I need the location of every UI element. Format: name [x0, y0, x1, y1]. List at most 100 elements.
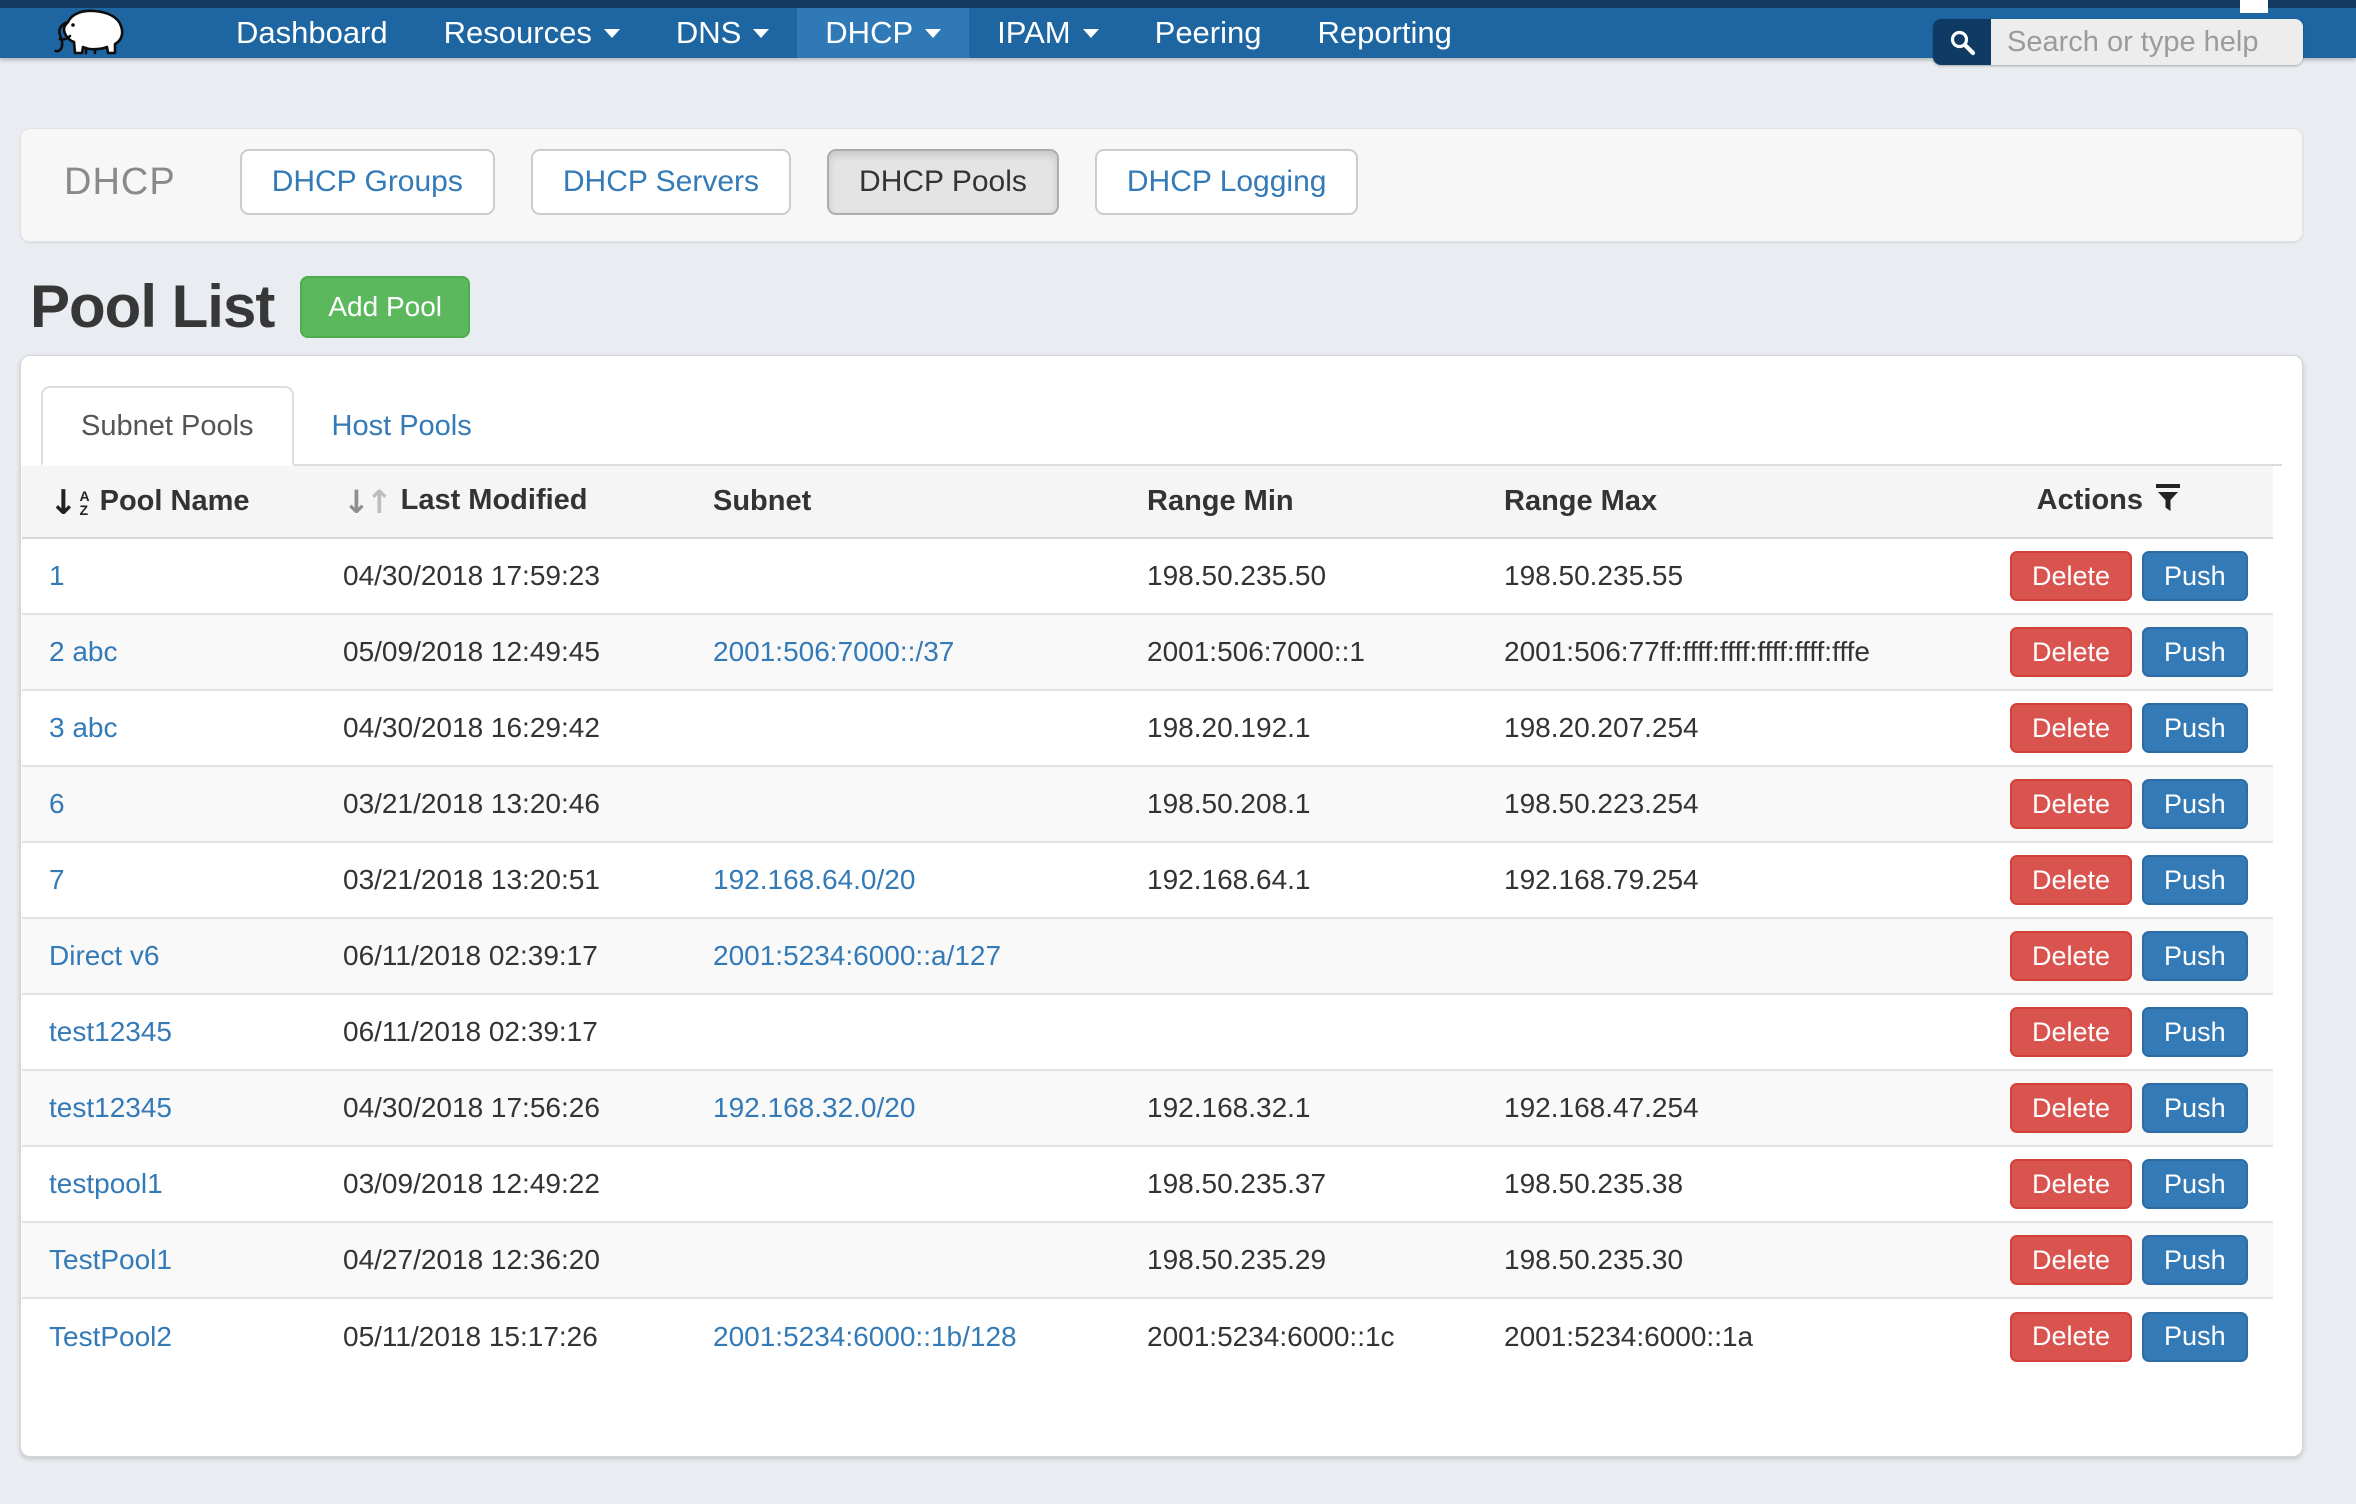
app-logo[interactable] [52, 8, 128, 58]
last-modified-cell: 05/11/2018 15:17:26 [343, 1298, 713, 1374]
dhcp-servers-button[interactable]: DHCP Servers [531, 149, 791, 215]
column-label: Actions [2037, 484, 2143, 516]
pool-name-link[interactable]: test12345 [49, 1016, 172, 1047]
subnet-cell [713, 538, 1147, 614]
table-header-row: ↓AZPool Name↓↑Last ModifiedSubnet Range M… [22, 466, 2273, 538]
actions-cell: DeletePush [2000, 994, 2273, 1070]
push-button[interactable]: Push [2142, 1159, 2248, 1209]
subnet-cell: 2001:5234:6000::a/127 [713, 918, 1147, 994]
dhcp-groups-button[interactable]: DHCP Groups [240, 149, 495, 215]
nav-item-peering[interactable]: Peering [1127, 8, 1290, 58]
chevron-down-icon [1083, 29, 1099, 38]
delete-button[interactable]: Delete [2010, 1235, 2132, 1285]
pool-table-body: 104/30/2018 17:59:23198.50.235.50198.50.… [22, 538, 2273, 1374]
pool-name-link[interactable]: Direct v6 [49, 940, 159, 971]
range-min-cell: 2001:5234:6000::1c [1147, 1298, 1504, 1374]
pool-name-link[interactable]: 6 [49, 788, 65, 819]
last-modified-cell: 06/11/2018 02:39:17 [343, 994, 713, 1070]
actions-cell: DeletePush [2000, 766, 2273, 842]
table-row: test1234504/30/2018 17:56:26192.168.32.0… [22, 1070, 2273, 1146]
dhcp-pools-button[interactable]: DHCP Pools [827, 149, 1059, 215]
subnet-cell: 2001:5234:6000::1b/128 [713, 1298, 1147, 1374]
delete-button[interactable]: Delete [2010, 627, 2132, 677]
pool-name-link[interactable]: 3 abc [49, 712, 118, 743]
delete-button[interactable]: Delete [2010, 1083, 2132, 1133]
subnet-link[interactable]: 192.168.64.0/20 [713, 864, 915, 895]
subnet-cell [713, 766, 1147, 842]
range-max-cell: 192.168.47.254 [1504, 1070, 2000, 1146]
pool-name-cell: 3 abc [22, 690, 343, 766]
subnet-cell: 192.168.64.0/20 [713, 842, 1147, 918]
push-button[interactable]: Push [2142, 627, 2248, 677]
pool-name-link[interactable]: 2 abc [49, 636, 118, 667]
search-input[interactable] [1991, 19, 2303, 65]
delete-button[interactable]: Delete [2010, 703, 2132, 753]
delete-button[interactable]: Delete [2010, 779, 2132, 829]
range-min-cell: 2001:506:7000::1 [1147, 614, 1504, 690]
range-min-cell: 198.20.192.1 [1147, 690, 1504, 766]
pool-name-link[interactable]: testpool1 [49, 1168, 163, 1199]
nav-item-label: Resources [444, 15, 592, 51]
column-header-subnet[interactable]: Subnet [713, 466, 1147, 538]
actions-cell: DeletePush [2000, 1298, 2273, 1374]
push-button[interactable]: Push [2142, 1235, 2248, 1285]
pool-name-link[interactable]: TestPool1 [49, 1244, 172, 1275]
delete-button[interactable]: Delete [2010, 855, 2132, 905]
delete-button[interactable]: Delete [2010, 1312, 2132, 1362]
heading-row: Pool List Add Pool [30, 272, 2356, 341]
table-row: 2 abc05/09/2018 12:49:452001:506:7000::/… [22, 614, 2273, 690]
range-max-cell: 198.50.223.254 [1504, 766, 2000, 842]
push-button[interactable]: Push [2142, 1007, 2248, 1057]
push-button[interactable]: Push [2142, 931, 2248, 981]
nav-item-ipam[interactable]: IPAM [969, 8, 1127, 58]
nav-item-dns[interactable]: DNS [648, 8, 797, 58]
push-button[interactable]: Push [2142, 779, 2248, 829]
column-header-pool-name[interactable]: ↓AZPool Name [22, 466, 343, 538]
pool-name-link[interactable]: TestPool2 [49, 1321, 172, 1352]
tab-host-pools[interactable]: Host Pools [294, 386, 510, 466]
pool-name-link[interactable]: 7 [49, 864, 65, 895]
range-min-cell: 198.50.235.50 [1147, 538, 1504, 614]
nav-item-reporting[interactable]: Reporting [1290, 8, 1480, 58]
push-button[interactable]: Push [2142, 551, 2248, 601]
column-header-range-min[interactable]: Range Min [1147, 466, 1504, 538]
push-button[interactable]: Push [2142, 1083, 2248, 1133]
subnet-link[interactable]: 2001:5234:6000::a/127 [713, 940, 1001, 971]
pool-name-cell: Direct v6 [22, 918, 343, 994]
column-header-range-max[interactable]: Range Max [1504, 466, 2000, 538]
top-right-artifact [2240, 0, 2268, 13]
subnet-link[interactable]: 192.168.32.0/20 [713, 1092, 915, 1123]
pool-name-cell: test12345 [22, 994, 343, 1070]
range-max-cell [1504, 994, 2000, 1070]
delete-button[interactable]: Delete [2010, 551, 2132, 601]
last-modified-cell: 04/30/2018 16:29:42 [343, 690, 713, 766]
delete-button[interactable]: Delete [2010, 1007, 2132, 1057]
column-header-last-modified[interactable]: ↓↑Last Modified [343, 466, 713, 538]
delete-button[interactable]: Delete [2010, 931, 2132, 981]
tab-subnet-pools[interactable]: Subnet Pools [41, 386, 294, 466]
actions-cell: DeletePush [2000, 842, 2273, 918]
range-min-cell: 192.168.32.1 [1147, 1070, 1504, 1146]
page-title: Pool List [30, 272, 274, 341]
column-label: Subnet [713, 485, 811, 517]
pool-name-cell: 7 [22, 842, 343, 918]
subnet-link[interactable]: 2001:5234:6000::1b/128 [713, 1321, 1017, 1352]
add-pool-button[interactable]: Add Pool [300, 276, 470, 338]
push-button[interactable]: Push [2142, 1312, 2248, 1362]
range-max-cell: 198.50.235.38 [1504, 1146, 2000, 1222]
nav-item-dhcp[interactable]: DHCP [797, 8, 969, 58]
delete-button[interactable]: Delete [2010, 1159, 2132, 1209]
nav-item-dashboard[interactable]: Dashboard [208, 8, 416, 58]
search-button[interactable] [1933, 19, 1991, 65]
dhcp-logging-button[interactable]: DHCP Logging [1095, 149, 1359, 215]
pool-name-cell: test12345 [22, 1070, 343, 1146]
subnet-link[interactable]: 2001:506:7000::/37 [713, 636, 954, 667]
push-button[interactable]: Push [2142, 703, 2248, 753]
nav-item-resources[interactable]: Resources [416, 8, 648, 58]
push-button[interactable]: Push [2142, 855, 2248, 905]
pool-name-link[interactable]: test12345 [49, 1092, 172, 1123]
subnet-cell [713, 1222, 1147, 1298]
actions-cell: DeletePush [2000, 614, 2273, 690]
column-header-actions[interactable]: Actions [2000, 466, 2273, 538]
pool-name-link[interactable]: 1 [49, 560, 65, 591]
